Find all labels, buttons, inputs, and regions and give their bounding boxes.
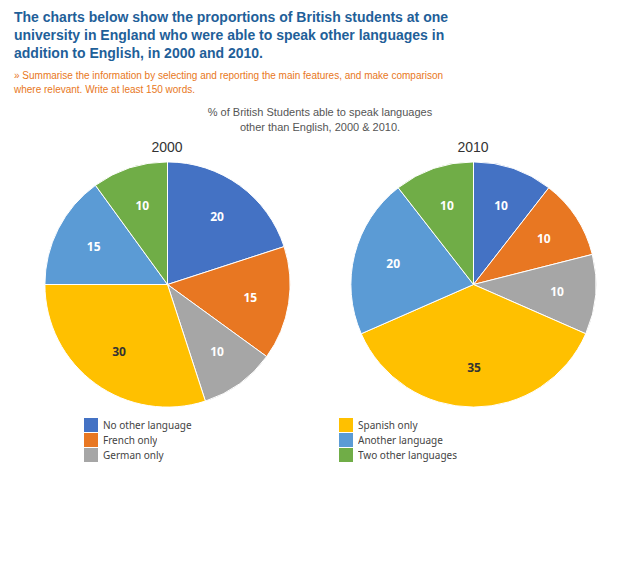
svg-text:30: 30 [112,344,126,361]
svg-text:15: 15 [243,289,257,306]
html-text:The charts below show the prop: The charts below show the proportions of… [14,9,448,62]
svg-text:10: 10 [550,283,564,300]
svg-text:10: 10 [135,197,149,214]
html-text:2010: 2010 [457,139,489,156]
svg-text:20: 20 [386,256,400,273]
svg-text:10: 10 [440,197,454,214]
svg-text:20: 20 [210,209,224,226]
html-text:No other language: No other language [103,418,192,433]
html-text:Another language: Another language [358,433,443,448]
html-text:French only: French only [103,433,158,448]
svg-text:10: 10 [210,344,224,361]
html-text:2000: 2000 [151,139,183,156]
svg-text:35: 35 [467,360,481,377]
html-text:Spanish only: Spanish only [358,418,418,433]
html-text:» Summarise the information by: » Summarise the information by selecting… [14,69,444,95]
html-text:German only: German only [103,448,164,463]
html-text:Two other languages: Two other languages [358,448,457,463]
html-text:% of British Students able to: % of British Students able to speak lang… [207,105,433,133]
svg-text:10: 10 [494,197,508,214]
svg-text:10: 10 [536,231,550,248]
svg-text:15: 15 [86,238,100,255]
